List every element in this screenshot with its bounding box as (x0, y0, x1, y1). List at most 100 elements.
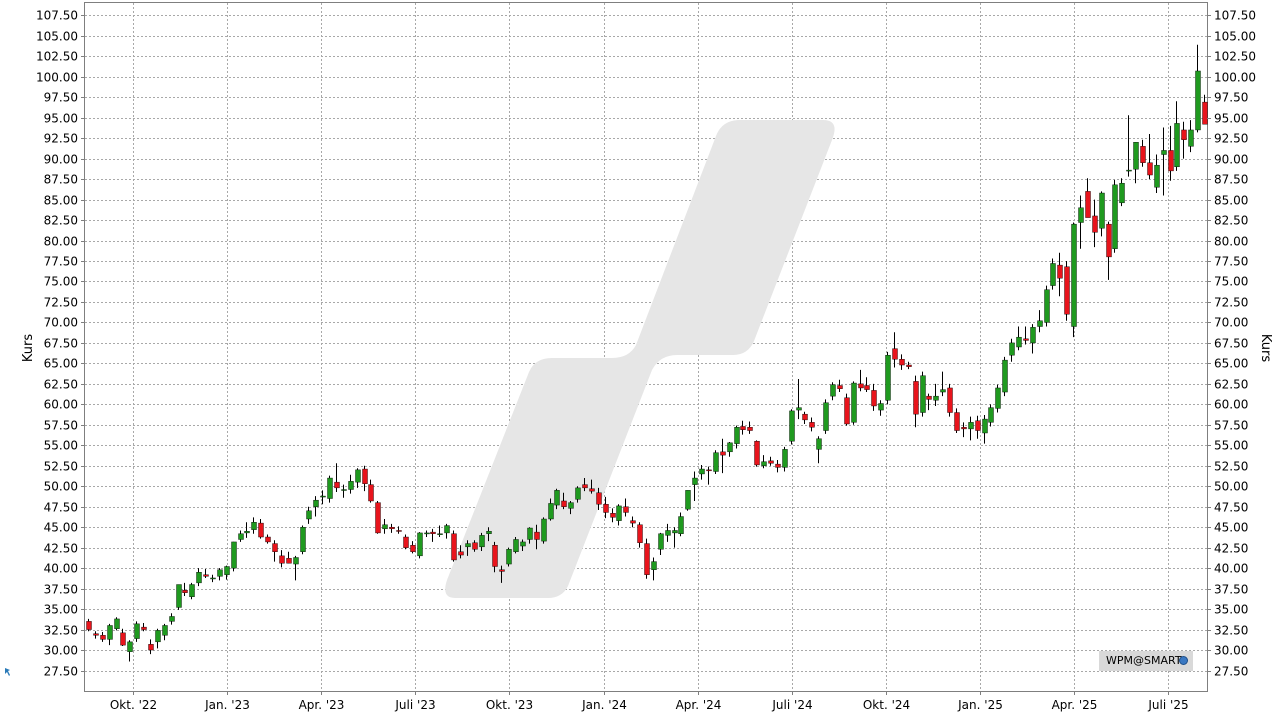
candle-54 (458, 545, 464, 559)
candle-body (1168, 150, 1174, 172)
candle-body (479, 535, 485, 548)
candle-body (1050, 263, 1056, 286)
candle-body (396, 530, 402, 532)
candle-body (300, 526, 306, 552)
candle-body (417, 532, 423, 557)
y-tick-label-left-0: 27.50 (44, 665, 78, 679)
candle-0 (86, 618, 92, 632)
candle-body (520, 541, 526, 547)
candle-157 (1168, 125, 1174, 181)
candle-body (1057, 264, 1063, 279)
candle-body (568, 502, 574, 509)
chart-tool-icon[interactable] (4, 667, 14, 677)
candle-body (127, 641, 133, 652)
candle-body (258, 522, 264, 538)
x-tick-label-2: Apr. '23 (299, 698, 345, 712)
source-badge-label: WPM@SMART (1106, 654, 1182, 667)
candle-body (265, 536, 271, 543)
y-tick-label-left-7: 45.00 (44, 521, 78, 535)
candle-body (734, 427, 740, 444)
candle-152 (1133, 142, 1139, 184)
candle-30 (293, 555, 299, 581)
candle-55 (465, 540, 471, 556)
candle-body (747, 427, 753, 431)
candle-body (279, 555, 285, 564)
candle-149 (1112, 179, 1118, 253)
x-tick-label-9: Jan. '25 (957, 698, 1003, 712)
candle-body (1002, 359, 1008, 393)
y-tick-label-right-16: 67.50 (1214, 337, 1248, 351)
candle-body (1140, 146, 1146, 163)
y-tick-label-right-8: 47.50 (1214, 501, 1248, 515)
candle-body (410, 545, 416, 552)
y-tick-label-right-21: 80.00 (1214, 235, 1248, 249)
candle-97 (754, 440, 760, 467)
candle-79 (630, 516, 636, 528)
candle-158 (1174, 101, 1180, 171)
candle-106 (816, 436, 822, 464)
y-tick-label-right-4: 37.50 (1214, 583, 1248, 597)
candle-26 (265, 534, 271, 544)
candle-46 (403, 534, 409, 550)
candle-92 (720, 438, 726, 474)
candle-57 (479, 532, 485, 551)
candle-body (699, 468, 705, 475)
y-tick-label-left-28: 97.50 (44, 91, 78, 105)
candle-body (830, 384, 836, 397)
candle-body (162, 625, 168, 636)
candle-body (809, 422, 815, 428)
candle-body (341, 489, 347, 491)
candle-18 (210, 574, 216, 583)
candle-body (120, 632, 126, 646)
candle-50 (430, 528, 436, 542)
candle-44 (389, 523, 395, 533)
candle-body (472, 542, 478, 550)
candle-124 (940, 371, 946, 397)
candle-8 (141, 623, 147, 632)
source-badge: WPM@SMART (1099, 651, 1193, 671)
candle-145 (1085, 178, 1091, 218)
candle-17 (203, 568, 209, 578)
candle-35 (327, 475, 333, 503)
candle-156 (1161, 127, 1167, 196)
candle-body (355, 469, 361, 483)
candle-body (244, 531, 250, 534)
y-tick-label-left-23: 85.00 (44, 194, 78, 208)
candle-109 (837, 379, 843, 393)
candle-47 (410, 541, 416, 554)
candle-3 (107, 623, 113, 646)
candle-129 (975, 415, 981, 439)
candle-body (1092, 215, 1098, 233)
candles (86, 44, 1208, 662)
candle-body (844, 397, 850, 425)
candle-body (286, 558, 292, 564)
y-tick-label-right-20: 77.50 (1214, 255, 1248, 269)
y-tick-label-left-18: 72.50 (44, 296, 78, 310)
candle-body (486, 531, 492, 534)
y-tick-label-right-13: 60.00 (1214, 398, 1248, 412)
candle-body (1174, 123, 1180, 168)
y-tick-label-right-0: 27.50 (1214, 665, 1248, 679)
candle-body (706, 469, 712, 472)
y-tick-label-right-28: 97.50 (1214, 91, 1248, 105)
candle-body (458, 551, 464, 556)
candle-10 (155, 628, 161, 649)
y-tick-label-right-22: 82.50 (1214, 214, 1248, 228)
candle-59 (492, 541, 498, 573)
candle-115 (878, 400, 884, 416)
candle-52 (444, 523, 450, 539)
candle-body (1161, 150, 1167, 155)
x-axis: Okt. '22 Jan. '23 Apr. '23 Juli '23 Okt. '23… (110, 691, 1189, 712)
y-tick-label-right-26: 92.50 (1214, 132, 1248, 146)
candle-body (561, 500, 567, 507)
candle-body (692, 477, 698, 485)
y-tick-label-right-27: 95.00 (1214, 112, 1248, 126)
candle-body (1064, 266, 1070, 315)
candle-body (837, 385, 843, 389)
candle-body (623, 506, 629, 513)
candle-91 (713, 450, 719, 474)
candle-body (775, 463, 781, 468)
candle-105 (809, 417, 815, 432)
candle-151 (1126, 115, 1132, 177)
candle-147 (1099, 191, 1105, 237)
